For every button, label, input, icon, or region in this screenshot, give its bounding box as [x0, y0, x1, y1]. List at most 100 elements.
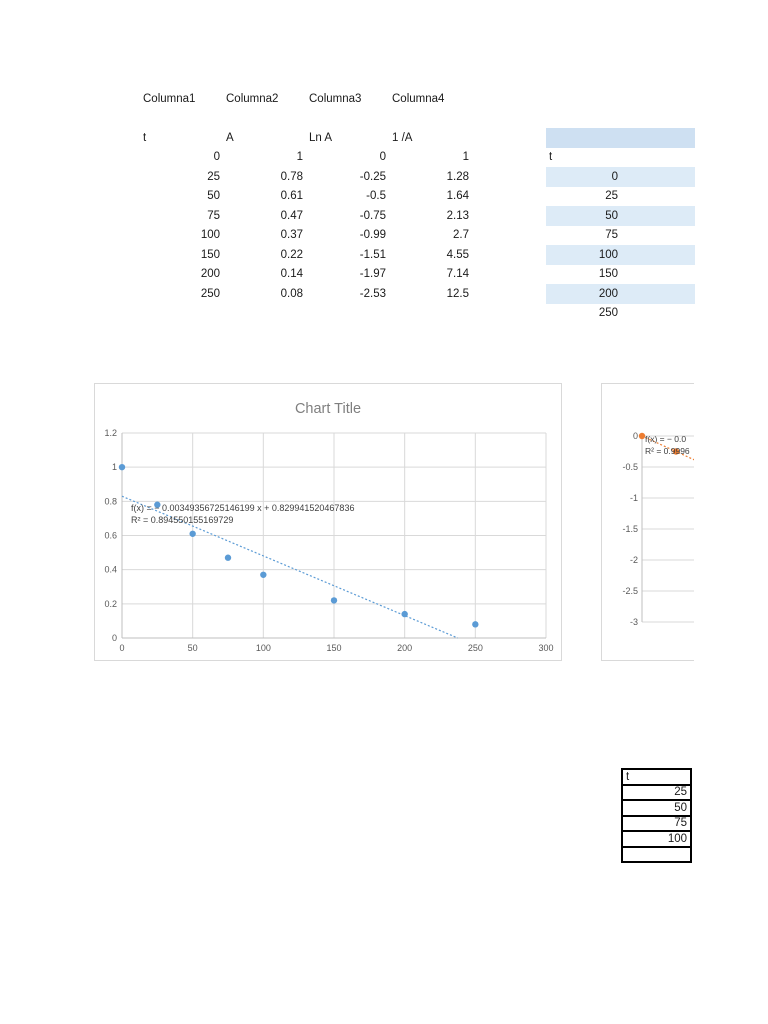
data-point-marker [401, 610, 408, 618]
chart-lna-vs-t[interactable]: 0 -0.5 -1 -1.5 -2 -2.5 -3 f(x) = − 0.0 R² = 0.99… [601, 383, 694, 661]
column-label-cell[interactable]: t [143, 131, 147, 144]
cell[interactable]: 200 [598, 287, 618, 300]
cell[interactable]: 0.14 [280, 268, 303, 281]
cell[interactable]: -1.97 [359, 268, 386, 281]
cell[interactable]: 100 [621, 830, 692, 848]
cell[interactable]: 100 [598, 248, 618, 261]
cell[interactable]: 12.5 [446, 287, 469, 300]
cell[interactable]: -0.75 [359, 209, 386, 222]
cell[interactable]: 250 [598, 307, 618, 320]
column-header-cell[interactable]: Columna4 [392, 92, 445, 105]
table-row: 0 1 0 1 [140, 148, 472, 168]
cell[interactable]: 50 [605, 209, 618, 222]
cell[interactable] [621, 845, 692, 863]
cell[interactable]: 0.37 [280, 229, 303, 242]
column-label-cell[interactable]: A [226, 131, 234, 144]
svg-text:0.4: 0.4 [104, 565, 117, 575]
svg-text:0: 0 [112, 633, 117, 643]
svg-text:-2.5: -2.5 [622, 586, 638, 596]
cell[interactable]: 0.78 [280, 170, 303, 183]
svg-text:0: 0 [633, 431, 638, 441]
chart-a-vs-t[interactable]: 0 0.2 0.4 0.6 0.8 1 1.2 0 50 100 150 200 250 300 Chart… [94, 383, 562, 661]
cell[interactable]: 0.61 [280, 190, 303, 203]
table-row: 100 [546, 245, 695, 265]
cell[interactable]: 150 [598, 268, 618, 281]
cell[interactable]: 4.55 [446, 248, 469, 261]
trendline-r2: R² = 0.894550155169729 [131, 515, 233, 525]
cell[interactable]: 75 [207, 209, 220, 222]
spacer-row [140, 109, 472, 129]
cell[interactable]: 75 [605, 229, 618, 242]
cell[interactable]: t [549, 151, 553, 164]
svg-text:0: 0 [119, 643, 124, 653]
styled-table-t: t 0 25 50 75 100 150 200 250 [546, 128, 695, 323]
column-header-cell[interactable]: Columna1 [143, 92, 196, 105]
data-point-marker [189, 530, 196, 537]
data-point-marker [472, 621, 479, 628]
cell[interactable]: -0.5 [366, 190, 386, 203]
cell[interactable]: -0.99 [359, 229, 386, 242]
svg-text:0.8: 0.8 [104, 496, 117, 506]
cell[interactable]: 150 [200, 248, 220, 261]
column-label-cell[interactable]: 1 /A [392, 131, 413, 144]
cell[interactable]: 0.47 [280, 209, 303, 222]
svg-text:-1: -1 [630, 493, 638, 503]
data-point-marker [260, 571, 267, 578]
chart2-svg: 0 -0.5 -1 -1.5 -2 -2.5 -3 f(x) = − 0.0 R² = 0.99… [622, 431, 694, 627]
column-header-cell[interactable]: Columna2 [226, 92, 279, 105]
cell[interactable]: 1.28 [446, 170, 469, 183]
svg-text:0.2: 0.2 [104, 599, 117, 609]
table-row: 150 [546, 265, 695, 285]
cell[interactable]: 0.08 [280, 287, 303, 300]
cell[interactable]: 2.7 [453, 229, 469, 242]
cell[interactable]: 0 [213, 151, 220, 164]
series-points [118, 463, 479, 628]
data-table: Columna1 Columna2 Columna3 Columna4 t A Ln A 1 … [140, 89, 472, 304]
trendline [121, 495, 458, 639]
cell[interactable]: 75 [621, 814, 692, 832]
data-point-marker [118, 463, 126, 471]
cell[interactable]: 25 [605, 190, 618, 203]
svg-text:-1.5: -1.5 [622, 524, 638, 534]
cell[interactable]: 1 [462, 151, 469, 164]
table-row: 75 0.47 -0.75 2.13 [140, 206, 472, 226]
table-row: t A Ln A 1 /A [140, 128, 472, 148]
cell[interactable]: 250 [200, 287, 220, 300]
data-point-marker [672, 448, 680, 455]
trendline-r2: R² = 0.9996 [645, 446, 690, 456]
trendline-equation: f(x) = − 0.00349356725146199 x + 0.82994… [131, 503, 354, 513]
cell[interactable]: 50 [207, 190, 220, 203]
chart1-title: Chart Title [295, 401, 361, 417]
cell[interactable]: -1.51 [359, 248, 386, 261]
column-label-cell[interactable]: Ln A [309, 131, 333, 144]
table-row: 50 0.61 -0.5 1.64 [140, 187, 472, 207]
data-point-marker [154, 501, 161, 508]
cell[interactable]: 0.22 [280, 248, 303, 261]
trendline-equation: f(x) = − 0.0 [645, 434, 686, 444]
cell[interactable]: 0 [379, 151, 386, 164]
svg-text:1: 1 [112, 462, 117, 472]
table-header-band[interactable] [546, 128, 695, 148]
column-header-cell[interactable]: Columna3 [309, 92, 362, 105]
cell[interactable]: 7.14 [446, 268, 469, 281]
trendline [641, 435, 694, 461]
svg-text:250: 250 [468, 643, 483, 653]
cell[interactable]: 100 [200, 229, 220, 242]
svg-text:0.6: 0.6 [104, 531, 117, 541]
table-row: 200 [546, 284, 695, 304]
cell[interactable]: 1.64 [446, 190, 469, 203]
cell[interactable]: 1 [296, 151, 303, 164]
cell[interactable]: -0.25 [359, 170, 386, 183]
cell[interactable]: 25 [621, 783, 692, 801]
table-row: 150 0.22 -1.51 4.55 [140, 245, 472, 265]
cell[interactable]: t [621, 768, 692, 786]
data-point-marker [638, 432, 646, 440]
cell[interactable]: -2.53 [359, 287, 386, 300]
cell[interactable]: 200 [200, 268, 220, 281]
cell[interactable]: 0 [611, 170, 618, 183]
cell[interactable]: 50 [621, 799, 692, 817]
svg-text:300: 300 [538, 643, 553, 653]
cell[interactable]: 2.13 [446, 209, 469, 222]
cell[interactable]: 25 [207, 170, 220, 183]
